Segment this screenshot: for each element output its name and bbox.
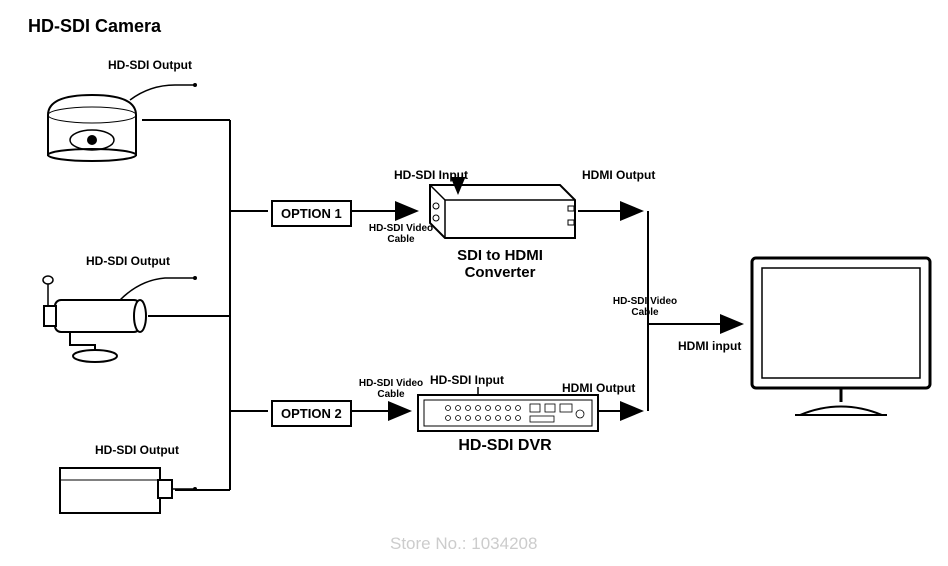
converter-icon: [430, 185, 575, 238]
monitor-icon: [752, 258, 930, 415]
dvr-icon: [418, 395, 598, 431]
diagram-svg: [0, 0, 948, 566]
camera2-icon: [43, 276, 197, 362]
camera1-icon: [48, 83, 197, 161]
